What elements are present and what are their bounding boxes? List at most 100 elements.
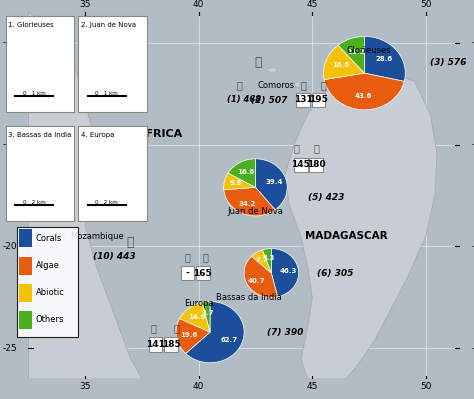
Text: 50: 50 [420, 0, 431, 9]
Polygon shape [294, 81, 301, 87]
Text: 16.6: 16.6 [237, 169, 254, 175]
FancyBboxPatch shape [296, 93, 310, 107]
Text: 19.6: 19.6 [181, 332, 198, 338]
Text: -15: -15 [471, 140, 474, 149]
Text: 46.3: 46.3 [280, 268, 297, 274]
Text: 40.7: 40.7 [248, 278, 265, 284]
Text: Bassas da India: Bassas da India [216, 293, 282, 302]
Wedge shape [271, 249, 299, 297]
Wedge shape [224, 173, 255, 190]
Text: -25: -25 [2, 344, 17, 353]
FancyBboxPatch shape [78, 16, 147, 112]
Wedge shape [252, 250, 271, 273]
Text: Glorieuses: Glorieuses [346, 46, 391, 55]
Text: 0   2 km: 0 2 km [95, 200, 118, 205]
Text: 7.7: 7.7 [256, 257, 268, 263]
Text: 14.0: 14.0 [188, 314, 206, 320]
Text: 40: 40 [193, 382, 204, 391]
FancyBboxPatch shape [149, 337, 163, 352]
Bar [19, 229, 32, 247]
FancyBboxPatch shape [17, 227, 78, 337]
Text: MADAGASCAR: MADAGASCAR [305, 231, 388, 241]
Bar [19, 311, 32, 329]
Text: (2) 507: (2) 507 [251, 96, 287, 105]
Text: -15: -15 [2, 140, 17, 149]
Wedge shape [180, 302, 210, 332]
FancyBboxPatch shape [164, 337, 178, 352]
Text: 🐟: 🐟 [202, 252, 209, 262]
Text: 141: 141 [146, 340, 165, 349]
Text: 🐟: 🐟 [254, 56, 262, 69]
Text: -: - [185, 269, 189, 278]
FancyBboxPatch shape [196, 266, 210, 280]
Text: 50: 50 [420, 382, 431, 391]
Bar [19, 257, 32, 275]
Text: 🐟: 🐟 [320, 80, 327, 91]
Text: 11.2: 11.2 [347, 49, 365, 55]
Polygon shape [267, 67, 278, 73]
FancyBboxPatch shape [6, 16, 74, 112]
Text: 🐠: 🐠 [184, 252, 190, 262]
Text: 4. Europa: 4. Europa [81, 132, 114, 138]
Text: 0   2 km: 0 2 km [23, 200, 46, 205]
Text: 9.8: 9.8 [230, 180, 243, 186]
Text: 34.2: 34.2 [239, 201, 256, 207]
Text: 39.4: 39.4 [265, 179, 283, 185]
Text: (7) 390: (7) 390 [267, 328, 303, 337]
Text: (5) 423: (5) 423 [308, 193, 344, 202]
Text: 40: 40 [193, 0, 204, 9]
Text: 0   1 km: 0 1 km [95, 91, 118, 96]
Text: -10: -10 [471, 38, 474, 47]
Text: 16.6: 16.6 [332, 62, 349, 69]
Text: 🐟: 🐟 [237, 80, 243, 91]
Text: 45: 45 [307, 382, 318, 391]
Text: 195: 195 [309, 95, 328, 104]
Text: (10) 443: (10) 443 [93, 252, 136, 261]
Wedge shape [224, 188, 275, 216]
Bar [19, 284, 32, 302]
Text: 28.6: 28.6 [376, 56, 393, 62]
Wedge shape [228, 159, 255, 188]
Text: 🐠: 🐠 [150, 323, 156, 333]
Text: (6) 305: (6) 305 [317, 269, 353, 278]
Text: 131: 131 [294, 95, 312, 104]
Text: 145: 145 [292, 160, 310, 170]
Text: Corals: Corals [36, 234, 62, 243]
Text: 62.7: 62.7 [221, 336, 238, 342]
Text: 🐟: 🐟 [314, 144, 319, 154]
Text: 3. Bassas da India: 3. Bassas da India [8, 132, 72, 138]
Wedge shape [202, 302, 210, 332]
Text: 185: 185 [162, 340, 181, 349]
Text: 35: 35 [80, 0, 91, 9]
FancyBboxPatch shape [78, 126, 147, 221]
FancyBboxPatch shape [181, 266, 194, 280]
Text: Abiotic: Abiotic [36, 288, 64, 297]
Text: 165: 165 [193, 269, 212, 278]
Text: 43.6: 43.6 [355, 93, 373, 99]
Text: Others: Others [36, 316, 64, 324]
Text: -20: -20 [471, 242, 474, 251]
Text: (1) 468: (1) 468 [227, 95, 261, 104]
Text: Algae: Algae [36, 261, 59, 270]
Text: Comoros: Comoros [257, 81, 294, 90]
Text: (3) 576: (3) 576 [430, 58, 466, 67]
Wedge shape [186, 302, 244, 363]
Text: -25: -25 [471, 344, 474, 353]
Wedge shape [338, 36, 365, 73]
Wedge shape [244, 256, 278, 298]
Text: Juan de Nova: Juan de Nova [228, 207, 283, 216]
Wedge shape [365, 36, 405, 81]
Wedge shape [176, 318, 210, 354]
Text: 45: 45 [307, 0, 318, 9]
Text: 5.3: 5.3 [263, 255, 275, 261]
Text: 🐠: 🐠 [300, 80, 306, 91]
Wedge shape [324, 45, 365, 79]
Text: Europa: Europa [184, 299, 213, 308]
Text: 2. Juan de Nova: 2. Juan de Nova [81, 22, 136, 28]
Text: 35: 35 [80, 382, 91, 391]
Wedge shape [263, 249, 271, 273]
FancyBboxPatch shape [312, 93, 325, 107]
Text: 3.7: 3.7 [201, 310, 214, 316]
FancyBboxPatch shape [310, 158, 323, 172]
Text: 0   1 km: 0 1 km [23, 91, 46, 96]
